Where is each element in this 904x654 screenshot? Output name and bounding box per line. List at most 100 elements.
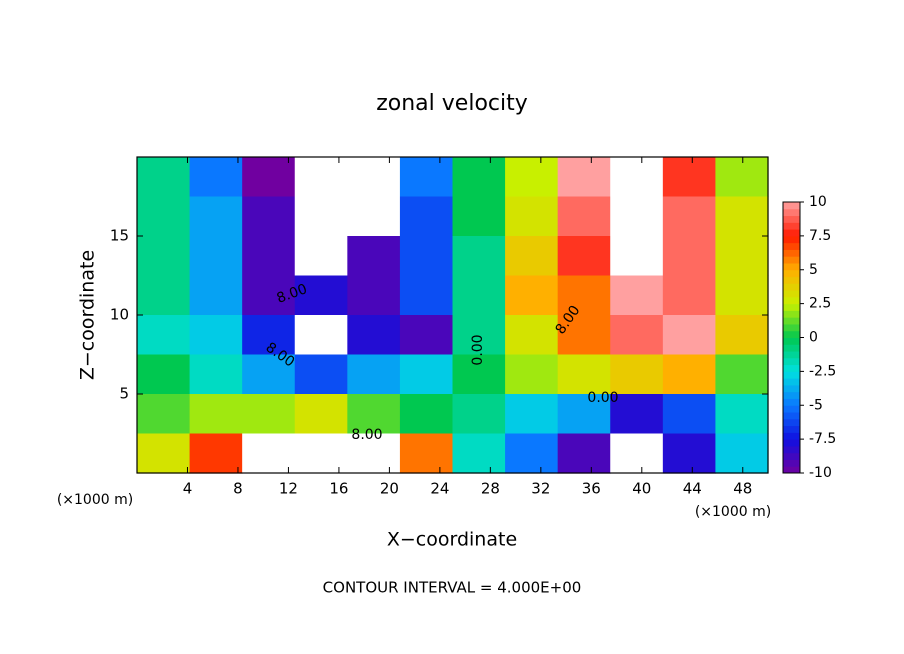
- x-units-label: (×1000 m): [57, 492, 133, 508]
- heatmap-cell: [557, 196, 611, 237]
- heatmap-cell: [662, 196, 717, 237]
- heatmap-cell: [662, 157, 717, 198]
- colorbar-band: [783, 391, 800, 399]
- colorbar-band: [783, 303, 800, 311]
- heatmap-cell: [662, 394, 717, 435]
- heatmap-cell: [610, 354, 664, 395]
- heatmap-cell: [294, 433, 348, 474]
- heatmap-cell: [399, 354, 454, 395]
- colorbar-band: [783, 439, 800, 447]
- colorbar-band: [783, 276, 800, 284]
- heatmap-cell: [399, 275, 454, 316]
- colorbar-band: [783, 222, 800, 230]
- heatmap-cell: [452, 433, 506, 474]
- heatmap-cell: [347, 275, 401, 316]
- colorbar-band: [783, 398, 800, 406]
- colorbar-band: [783, 310, 800, 318]
- heatmap-cell: [399, 433, 454, 474]
- colorbar-band: [783, 283, 800, 291]
- y-tick-label: 10: [110, 306, 129, 324]
- heatmap-cell: [137, 236, 191, 277]
- colorbar-band: [783, 208, 800, 217]
- colorbar-tick-label: 7.5: [809, 228, 831, 244]
- colorbar-band: [783, 337, 800, 345]
- heatmap-cell: [242, 354, 296, 395]
- heatmap-cell: [399, 157, 454, 198]
- heatmap-cell: [452, 394, 506, 435]
- colorbar-band: [783, 330, 800, 338]
- colorbar-band: [783, 452, 800, 460]
- heatmap-cell: [610, 196, 664, 237]
- heatmap-cell: [715, 157, 769, 198]
- heatmap-cell: [189, 394, 243, 435]
- x-tick-label: 28: [481, 480, 500, 498]
- heatmap-cell: [452, 236, 506, 277]
- x-tick-label: 44: [683, 480, 702, 498]
- colorbar-tick-label: -5: [809, 397, 823, 413]
- heatmap-cell: [242, 315, 296, 356]
- heatmap-cell: [610, 315, 664, 356]
- heatmap-cell: [452, 275, 506, 316]
- heatmap-cell: [505, 433, 559, 474]
- colorbar-band: [783, 269, 800, 278]
- colorbar-tick-label: -10: [809, 465, 832, 481]
- heatmap-cell: [399, 315, 454, 356]
- colorbar-band: [783, 371, 800, 379]
- heatmap-cell: [137, 315, 191, 356]
- heatmap-cell: [557, 394, 611, 435]
- x-tick-label: 24: [430, 480, 449, 498]
- heatmap-cell: [242, 196, 296, 237]
- heatmap-cell: [662, 354, 717, 395]
- heatmap-cell: [137, 196, 191, 237]
- colorbar-tick-label: 5: [809, 262, 818, 278]
- heatmap-cell: [505, 275, 559, 316]
- x-tick-label: 36: [582, 480, 601, 498]
- heatmap-cell: [715, 394, 769, 435]
- heatmap-cell: [610, 394, 664, 435]
- colorbar-band: [783, 215, 800, 223]
- colorbar-tick-label: 0: [809, 330, 818, 346]
- heatmap-cell: [137, 275, 191, 316]
- heatmap-cell: [189, 315, 243, 356]
- x-axis-label: X−coordinate: [387, 529, 517, 551]
- colorbar-tick-label: 2.5: [809, 296, 831, 312]
- x-tick-label: 20: [380, 480, 399, 498]
- heatmap-cell: [242, 157, 296, 198]
- colorbar-band: [783, 290, 800, 298]
- chart-title: zonal velocity: [376, 91, 528, 116]
- heatmap-cell: [610, 157, 664, 198]
- heatmap-cell: [347, 196, 401, 237]
- colorbar-band: [783, 249, 800, 257]
- colorbar-tick-label: -2.5: [809, 363, 836, 379]
- heatmap-cell: [557, 275, 611, 316]
- colorbar-band: [783, 256, 800, 264]
- heatmap-cell: [242, 236, 296, 277]
- heatmap-cell: [452, 315, 506, 356]
- x-tick-label: 40: [632, 480, 651, 498]
- heatmap-cell: [662, 275, 717, 316]
- heatmap-cell: [189, 157, 243, 198]
- heatmap-cell: [242, 275, 296, 316]
- y-tick-label: 15: [110, 227, 129, 245]
- colorbar-band: [783, 351, 800, 359]
- heatmap-cell: [452, 157, 506, 198]
- colorbar-band: [783, 357, 800, 366]
- x-tick-label: 48: [733, 480, 752, 498]
- heatmap-cell: [715, 315, 769, 356]
- heatmap-cell: [189, 236, 243, 277]
- heatmap-cell: [662, 315, 717, 356]
- heatmap-cell: [505, 157, 559, 198]
- contour-label: 0.00: [587, 390, 618, 406]
- heatmap-cell: [715, 433, 769, 474]
- heatmap-cell: [399, 394, 454, 435]
- heatmap-cell: [294, 354, 348, 395]
- colorbar-tick-label: 10: [809, 194, 827, 210]
- heatmap-cell: [347, 315, 401, 356]
- x-tick-label: 12: [279, 480, 298, 498]
- heatmap-cell: [505, 394, 559, 435]
- heatmap-cell: [505, 236, 559, 277]
- heatmap-cell: [137, 354, 191, 395]
- heatmap-cell: [347, 433, 401, 474]
- heatmap-cell: [294, 394, 348, 435]
